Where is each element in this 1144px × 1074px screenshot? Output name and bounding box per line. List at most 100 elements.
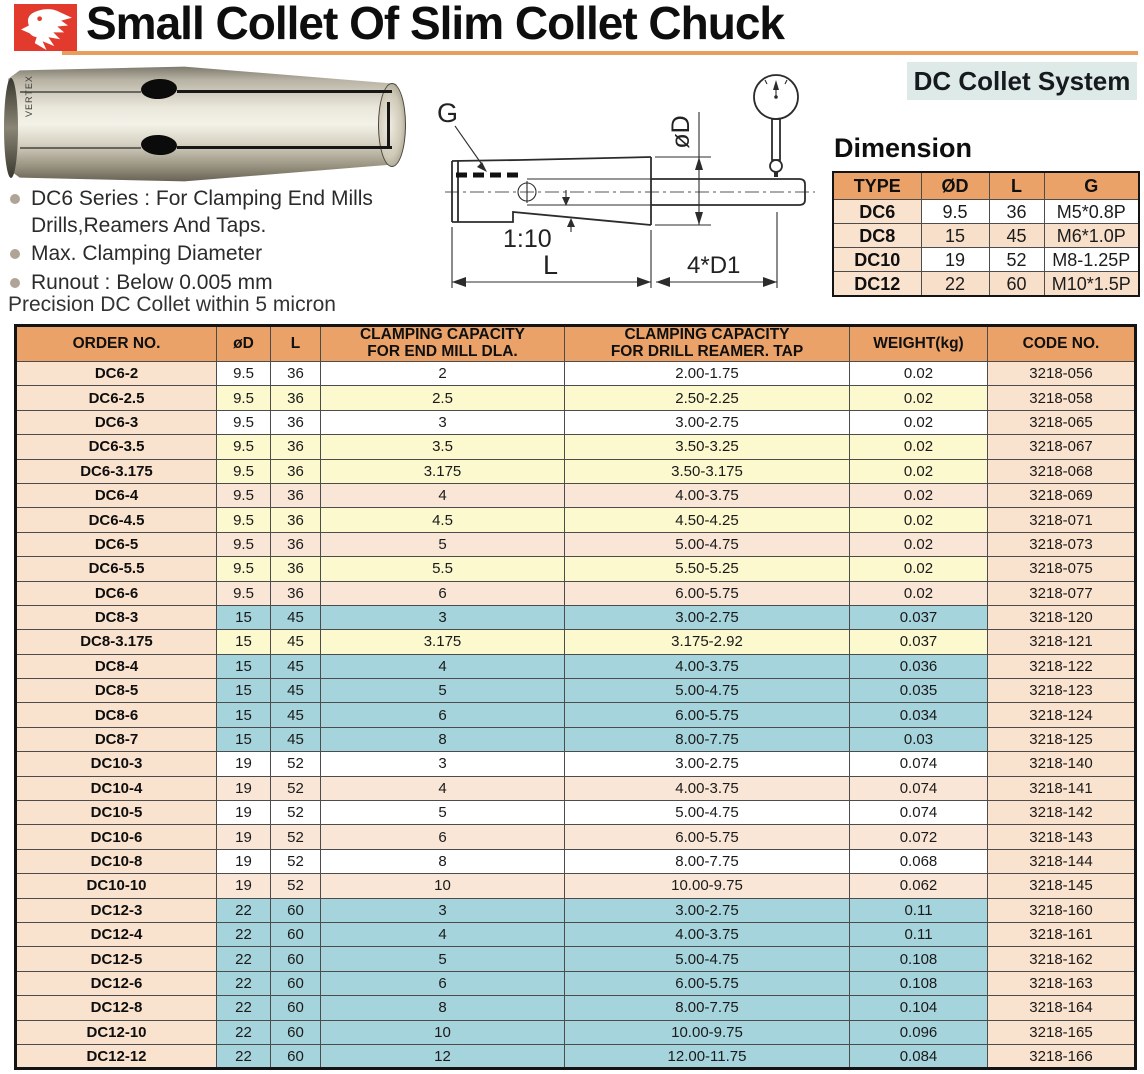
collet-image (8, 66, 400, 182)
value-cell: 9.5 (216, 482, 271, 509)
dimension-col-header: ØD (920, 171, 990, 200)
dimension-value-cell: 19 (920, 247, 990, 272)
dimension-table-head: TYPE ØD L G (832, 171, 1140, 200)
dimension-value-cell: 15 (920, 223, 990, 248)
value-cell: 0.02 (849, 507, 988, 533)
value-cell: 8.00-7.75 (564, 848, 850, 875)
value-cell: 45 (270, 702, 321, 728)
value-cell: 5.00-4.75 (564, 946, 850, 972)
code-no-cell: 3218-122 (987, 653, 1136, 680)
dimension-value-cell: M5*0.8P (1043, 199, 1140, 224)
code-no-cell: 3218-141 (987, 775, 1136, 802)
value-cell: 3.175 (320, 629, 565, 655)
value-cell: 0.072 (849, 824, 988, 850)
value-cell: 0.02 (849, 409, 988, 436)
table-row: DC8-7 15 45 8 8.00-7.75 0.03 3218-125 (15, 726, 1136, 753)
value-cell: 0.074 (849, 775, 988, 802)
code-no-cell: 3218-162 (987, 946, 1136, 972)
dimension-row: DC12 22 60 M10*1.5P (832, 271, 1140, 297)
dimension-value-cell: 60 (988, 271, 1045, 297)
value-cell: 3.00-2.75 (564, 409, 850, 436)
dimension-row: DC8 15 45 M6*1.0P (832, 223, 1140, 248)
value-cell: 0.02 (849, 580, 988, 606)
code-no-cell: 3218-163 (987, 970, 1136, 997)
value-cell: 3.5 (320, 434, 565, 460)
value-cell: 6 (320, 970, 565, 997)
table-row: DC12-12 22 60 12 12.00-11.75 0.084 3218-166 (15, 1043, 1136, 1070)
dimension-value-cell: 36 (988, 199, 1045, 224)
code-no-cell: 3218-165 (987, 1019, 1136, 1045)
value-cell: 15 (216, 678, 271, 704)
order-no-cell: DC12-12 (15, 1043, 217, 1070)
order-no-cell: DC10-4 (15, 775, 217, 802)
table-row: DC12-4 22 60 4 4.00-3.75 0.11 3218-161 (15, 921, 1136, 948)
collet-slit (19, 91, 142, 94)
header-line: ORDER NO. (72, 334, 161, 352)
value-cell: 15 (216, 653, 271, 680)
value-cell: 19 (216, 873, 271, 899)
value-cell: 8 (320, 995, 565, 1021)
precision-note: Precision DC Collet within 5 micron (8, 293, 336, 316)
value-cell: 5.00-4.75 (564, 678, 850, 704)
value-cell: 6.00-5.75 (564, 970, 850, 997)
table-row: DC10-3 19 52 3 3.00-2.75 0.074 3218-140 (15, 751, 1136, 777)
value-cell: 6 (320, 702, 565, 728)
dimension-value-cell: 22 (920, 271, 990, 297)
value-cell: 4.5 (320, 507, 565, 533)
value-cell: 3.00-2.75 (564, 604, 850, 631)
feature-list: DC6 Series : For Clamping End Mills Dril… (8, 186, 420, 298)
header-line: CODE NO. (1022, 334, 1100, 352)
value-cell: 45 (270, 604, 321, 631)
code-no-cell: 3218-123 (987, 678, 1136, 704)
collet-slit (176, 89, 393, 93)
order-no-cell: DC6-4 (15, 482, 217, 509)
code-no-cell: 3218-140 (987, 751, 1136, 777)
table-row: DC8-3.175 15 45 3.175 3.175-2.92 0.037 3218-12… (15, 629, 1136, 655)
value-cell: 4 (320, 482, 565, 509)
thread-label: G (437, 98, 458, 128)
order-no-cell: DC8-3.175 (15, 629, 217, 655)
value-cell: 9.5 (216, 409, 271, 436)
order-no-cell: DC12-8 (15, 995, 217, 1021)
table-row: DC6-2 9.5 36 2 2.00-1.75 0.02 3218-056 (15, 360, 1136, 387)
dimension-type-cell: DC10 (832, 247, 922, 272)
value-cell: 45 (270, 629, 321, 655)
code-no-cell: 3218-124 (987, 702, 1136, 728)
value-cell: 60 (270, 970, 321, 997)
code-no-cell: 3218-160 (987, 897, 1136, 923)
value-cell: 22 (216, 970, 271, 997)
value-cell: 5 (320, 531, 565, 558)
value-cell: 36 (270, 556, 321, 582)
product-photo: VERTEX (4, 63, 406, 185)
header-line: CLAMPING CAPACITY (359, 326, 526, 344)
order-no-cell: DC12-4 (15, 921, 217, 948)
code-no-cell: 3218-166 (987, 1043, 1136, 1070)
table-row: DC6-3.175 9.5 36 3.175 3.50-3.175 0.02 3218-06… (15, 458, 1136, 484)
value-cell: 60 (270, 921, 321, 948)
order-no-cell: DC6-2.5 (15, 385, 217, 411)
pilot-label: 4*D1 (687, 252, 740, 279)
order-col-header: CODE NO. (987, 325, 1136, 362)
dimension-value-cell: M10*1.5P (1043, 271, 1140, 297)
value-cell: 60 (270, 897, 321, 923)
value-cell: 2.5 (320, 385, 565, 411)
dimension-value-cell: 9.5 (920, 199, 990, 224)
value-cell: 10.00-9.75 (564, 1019, 850, 1045)
value-cell: 45 (270, 726, 321, 753)
value-cell: 2 (320, 360, 565, 387)
value-cell: 45 (270, 653, 321, 680)
eagle-icon (21, 9, 72, 51)
feature-item: DC6 Series : For Clamping End Mills Dril… (8, 186, 420, 239)
value-cell: 36 (270, 409, 321, 436)
code-no-cell: 3218-065 (987, 409, 1136, 436)
order-no-cell: DC12-5 (15, 946, 217, 972)
value-cell: 36 (270, 385, 321, 411)
order-no-cell: DC8-4 (15, 653, 217, 680)
value-cell: 3 (320, 751, 565, 777)
collet-slit (387, 102, 390, 146)
table-row: DC6-5 9.5 36 5 5.00-4.75 0.02 3218-073 (15, 531, 1136, 558)
value-cell: 36 (270, 434, 321, 460)
taper-label: 1:10 (503, 225, 552, 253)
value-cell: 22 (216, 995, 271, 1021)
value-cell: 0.036 (849, 653, 988, 680)
